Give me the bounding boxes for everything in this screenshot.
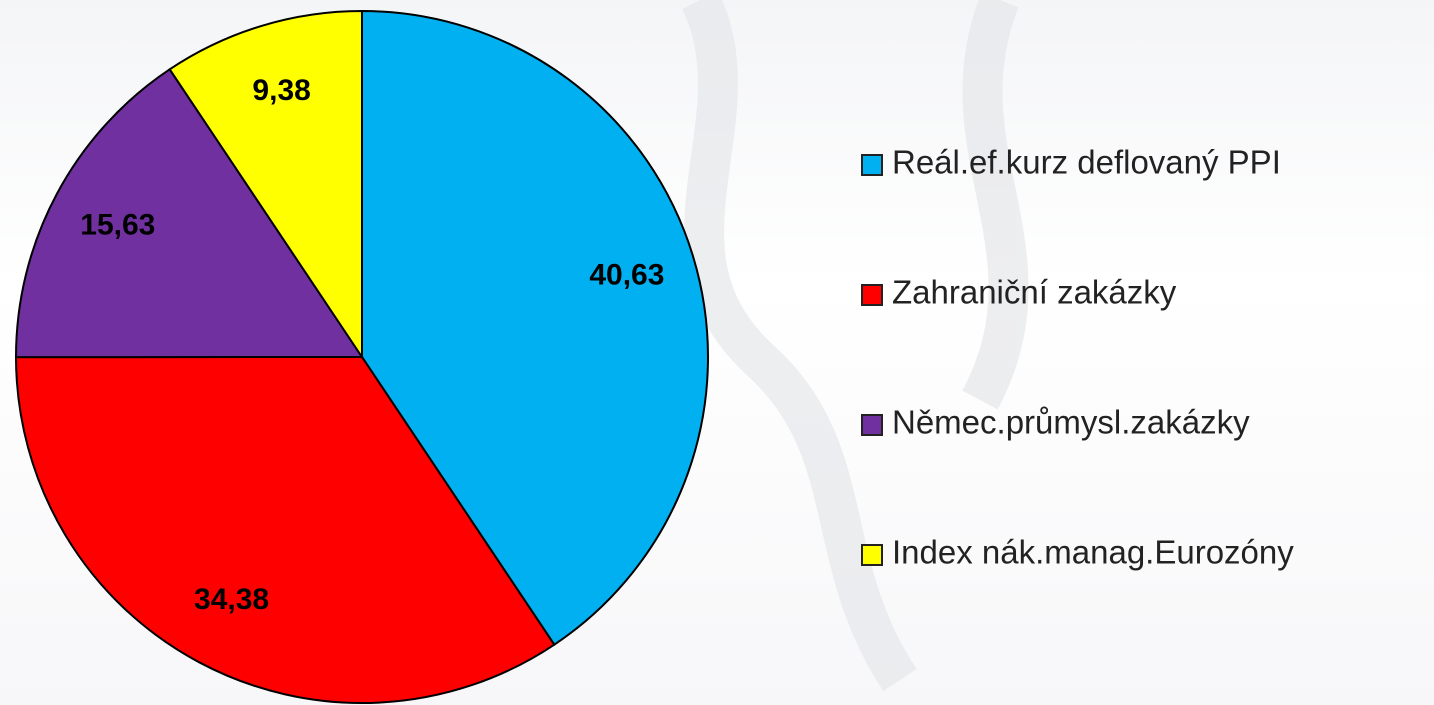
legend: Reál.ef.kurz deflovaný PPI Zahraniční zak… bbox=[861, 144, 1294, 571]
pie: 40,63 34,38 15,63 9,38 bbox=[14, 9, 709, 704]
legend-label: Zahraniční zakázky bbox=[892, 274, 1177, 311]
pie-slice bbox=[168, 9, 363, 361]
legend-label: Reál.ef.kurz deflovaný PPI bbox=[892, 144, 1281, 181]
data-label: 15,63 bbox=[80, 209, 155, 242]
legend-label: Němec.průmysl.zakázky bbox=[892, 404, 1250, 441]
data-label: 40,63 bbox=[589, 259, 664, 292]
data-label: 34,38 bbox=[194, 583, 269, 616]
pie-slice bbox=[14, 67, 364, 359]
legend-swatch bbox=[861, 544, 883, 566]
legend-swatch bbox=[861, 284, 883, 306]
legend-swatch bbox=[861, 154, 883, 176]
legend-swatch bbox=[861, 414, 883, 436]
pie-slice bbox=[14, 355, 556, 704]
legend-label: Index nák.manag.Eurozóny bbox=[892, 534, 1294, 571]
data-label: 9,38 bbox=[252, 74, 310, 107]
watermark bbox=[681, 0, 1029, 692]
